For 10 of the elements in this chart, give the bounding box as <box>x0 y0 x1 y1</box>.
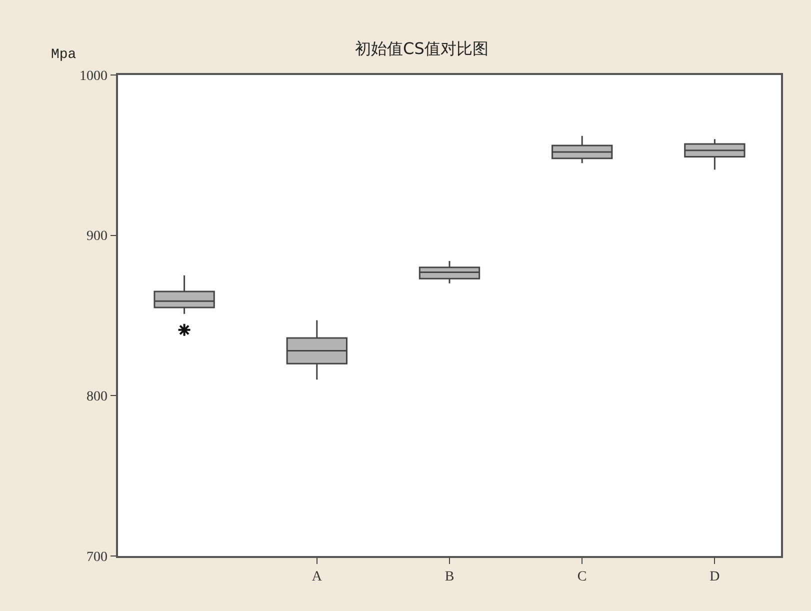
y-tick-label: 1000 <box>79 68 108 84</box>
y-axis-title: Mpa <box>51 47 76 63</box>
x-tick-label: B <box>444 570 454 585</box>
y-tick-label: 700 <box>86 550 108 565</box>
y-tick-label: 900 <box>86 229 108 244</box>
x-tick-label: C <box>577 570 587 585</box>
chart-title: 初始值CS值对比图 <box>355 38 488 58</box>
x-tick-label: A <box>312 570 323 585</box>
y-tick-label: 800 <box>86 390 108 405</box>
x-tick-label: D <box>710 570 720 585</box>
